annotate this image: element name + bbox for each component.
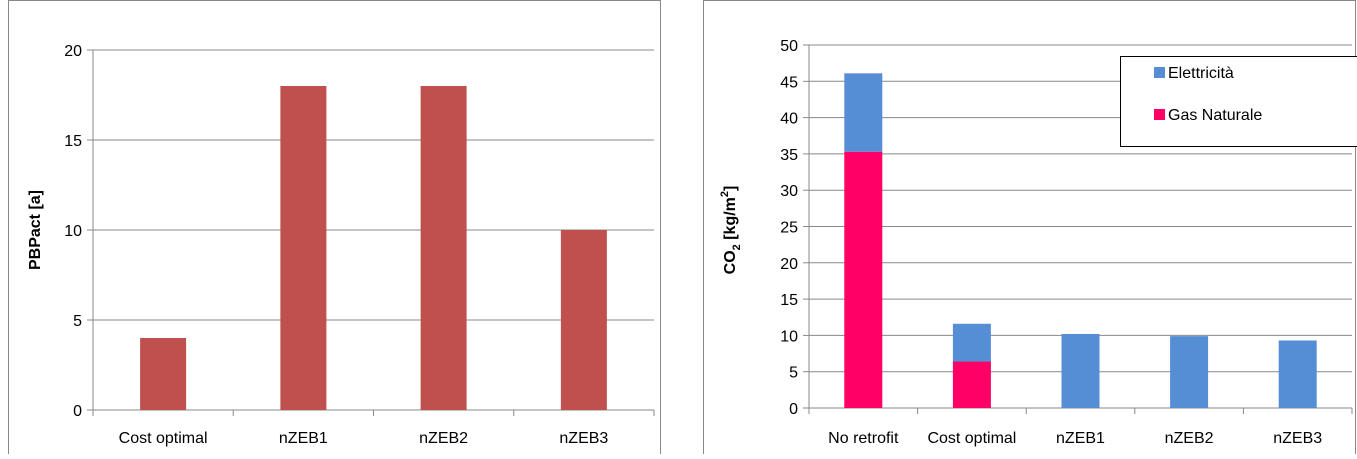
y-tick-label: 20: [64, 43, 82, 60]
bar-segment-elettricit-nzeb2: [1170, 336, 1208, 408]
y-axis-label-mid: [kg/m: [722, 197, 739, 244]
y-tick-label: 15: [64, 133, 82, 150]
y-tick-label: 30: [780, 183, 798, 200]
y-tick-label: 35: [780, 147, 798, 164]
x-category-label: nZEB2: [1165, 430, 1214, 447]
y-tick-label: 20: [780, 256, 798, 273]
legend: Elettricità Gas Naturale: [1121, 57, 1357, 147]
left-chart-panel: 0 5 10 15 20 Cost optimal nZEB1 nZEB2 nZEB3 PBPac…: [0, 0, 662, 454]
y-tick-label: 40: [780, 111, 798, 128]
x-category-label: Cost optimal: [927, 430, 1016, 447]
x-category-label: Cost optimal: [119, 430, 208, 447]
y-axis-label-suffix: ]: [722, 186, 739, 191]
y-tick-label: 10: [780, 328, 798, 345]
legend-swatch-gas-naturale: [1154, 109, 1165, 120]
bar-segment-elettricit-nzeb1: [1062, 334, 1100, 408]
bar-nzeb1: [280, 86, 326, 410]
y-tick-label: 0: [789, 401, 798, 418]
bar-segment-gas-naturale-no-retrofit: [844, 152, 882, 408]
bar-segment-gas-naturale-cost-optimal: [953, 362, 991, 408]
x-category-label: nZEB1: [279, 430, 328, 447]
bar-nzeb3: [561, 230, 607, 410]
bar-cost-optimal: [140, 338, 186, 410]
pbpact-bar-chart: 0 5 10 15 20 Cost optimal nZEB1 nZEB2 nZEB3 PBPac…: [0, 0, 662, 454]
y-tick-label: 5: [789, 365, 798, 382]
y-tick-label: 0: [73, 403, 82, 420]
y-tick-label: 50: [780, 38, 798, 55]
y-axis-label-prefix: CO: [722, 250, 739, 274]
x-category-label: nZEB3: [559, 430, 608, 447]
y-tick-label: 25: [780, 220, 798, 237]
x-category-label: nZEB3: [1273, 430, 1322, 447]
y-tick-label: 10: [64, 223, 82, 240]
x-category-label: nZEB2: [419, 430, 468, 447]
legend-label: Elettricità: [1168, 65, 1234, 82]
right-chart-panel: 0 5 10 15 20 25 30 35 40 45 50 No retrofit Cost opti…: [695, 0, 1357, 454]
legend-label: Gas Naturale: [1168, 107, 1262, 124]
y-tick-label: 15: [780, 292, 798, 309]
legend-swatch-elettricit: [1154, 67, 1165, 78]
bar-segment-elettricit-cost-optimal: [953, 324, 991, 362]
y-axis-label: PBPact [a]: [27, 190, 44, 270]
y-tick-label: 5: [73, 313, 82, 330]
x-category-label: No retrofit: [828, 430, 899, 447]
x-category-label: nZEB1: [1056, 430, 1105, 447]
y-tick-label: 45: [780, 74, 798, 91]
bar-segment-elettricit-no-retrofit: [844, 73, 882, 151]
bar-segment-elettricit-nzeb3: [1279, 340, 1317, 408]
bar-nzeb2: [421, 86, 467, 410]
co2-stacked-bar-chart: 0 5 10 15 20 25 30 35 40 45 50 No retrofit Cost opti…: [695, 0, 1357, 454]
